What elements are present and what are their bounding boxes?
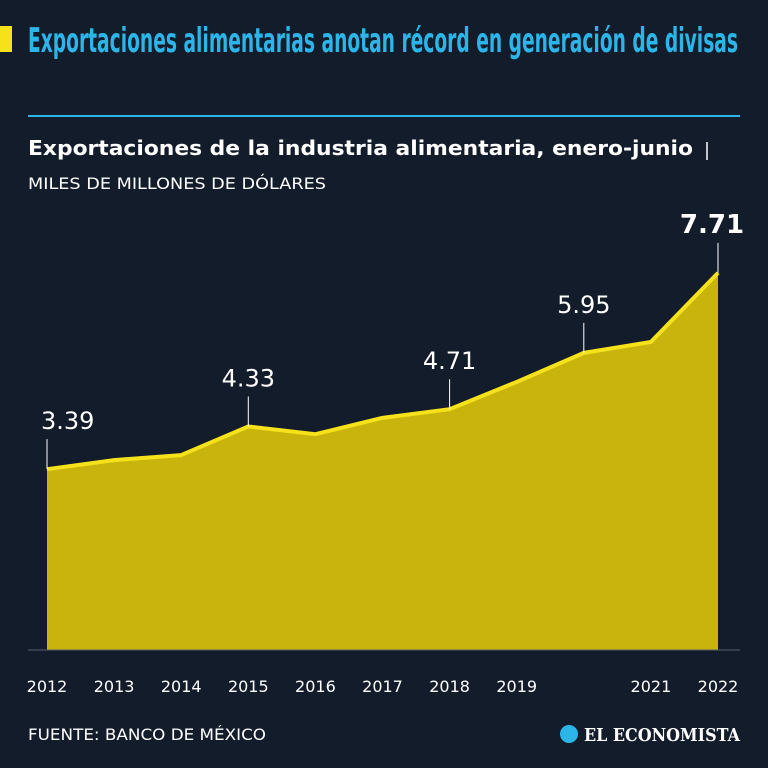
x-tick-label: 2016: [295, 677, 336, 696]
x-tick-label: 2013: [94, 677, 135, 696]
value-label: 3.39: [41, 407, 94, 435]
line: [46, 271, 720, 472]
chart-subtitle: Exportaciones de la industria alimentari…: [28, 136, 693, 160]
x-tick-label: 2015: [228, 677, 269, 696]
source: FUENTE: BANCO DE MÉXICO: [28, 725, 266, 744]
x-tick-label: 2017: [362, 677, 403, 696]
unit-label: MILES DE MILLONES DE DÓLARES: [28, 174, 326, 193]
x-tick-label: 2021: [631, 677, 672, 696]
x-tick-label: 2014: [161, 677, 202, 696]
x-tick-label: 2019: [496, 677, 537, 696]
value-label: 4.33: [222, 364, 275, 392]
x-tick-label: 2022: [698, 677, 739, 696]
x-tick-label: 2018: [429, 677, 470, 696]
chart-title: Exportaciones alimentarias anotan récord…: [28, 21, 738, 61]
accent-bar: [0, 26, 12, 52]
value-label: 7.71: [680, 210, 744, 240]
brand: EL ECONOMISTA: [584, 725, 741, 746]
value-label: 5.95: [557, 291, 610, 319]
area: [47, 272, 718, 650]
brand-logo: [560, 725, 578, 743]
value-label: 4.71: [423, 347, 476, 375]
x-tick-label: 2012: [27, 677, 68, 696]
